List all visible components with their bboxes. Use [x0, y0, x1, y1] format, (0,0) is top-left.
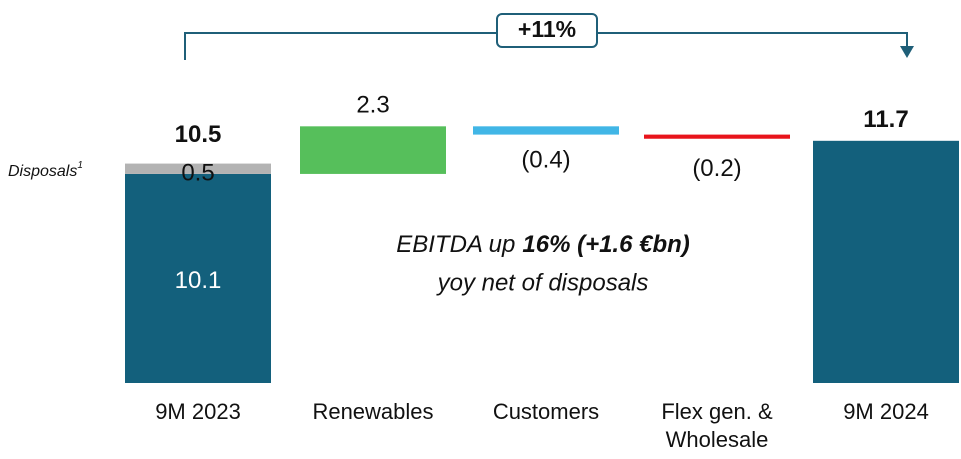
- value-label: 10.1: [175, 267, 222, 294]
- disposals-text: Disposals: [8, 163, 77, 180]
- bracket-line: [184, 32, 497, 60]
- total-label: 10.5: [175, 121, 222, 148]
- footnote-mark: 1: [77, 160, 83, 171]
- growth-label: +11%: [518, 16, 576, 42]
- bracket-line: [597, 32, 908, 48]
- value-label: 11.7: [863, 106, 908, 133]
- annotation-bold: 16% (+1.6 €bn): [522, 231, 689, 258]
- x-tick-label: Customers: [493, 399, 599, 424]
- x-tick-label: Renewables: [312, 399, 433, 424]
- x-tick-label: 9M 2023: [155, 399, 241, 424]
- change-bar: [300, 126, 446, 174]
- annotation-line: yoy net of disposals: [436, 269, 649, 296]
- change-bar: [473, 126, 619, 135]
- x-tick-label: 9M 2024: [843, 399, 929, 424]
- disposals-bar: [125, 163, 271, 174]
- value-label: (0.4): [521, 147, 570, 174]
- x-tick-label: Wholesale: [666, 427, 769, 452]
- disposals-label: Disposals1: [8, 160, 83, 181]
- x-tick-label: Flex gen. &: [661, 399, 773, 424]
- bracket-arrow: [900, 46, 914, 58]
- change-bar: [644, 134, 790, 139]
- growth-box: [496, 13, 598, 48]
- value-label: (0.2): [692, 155, 741, 182]
- annotation-text: EBITDA up: [396, 231, 515, 258]
- total-bar: [813, 140, 959, 383]
- disposals-value: 0.5: [181, 159, 214, 186]
- value-label: 2.3: [356, 92, 389, 119]
- total-bar: [125, 173, 271, 383]
- annotation-line: EBITDA up 16% (+1.6 €bn): [396, 231, 690, 258]
- growth-bracket: +11%: [184, 13, 914, 60]
